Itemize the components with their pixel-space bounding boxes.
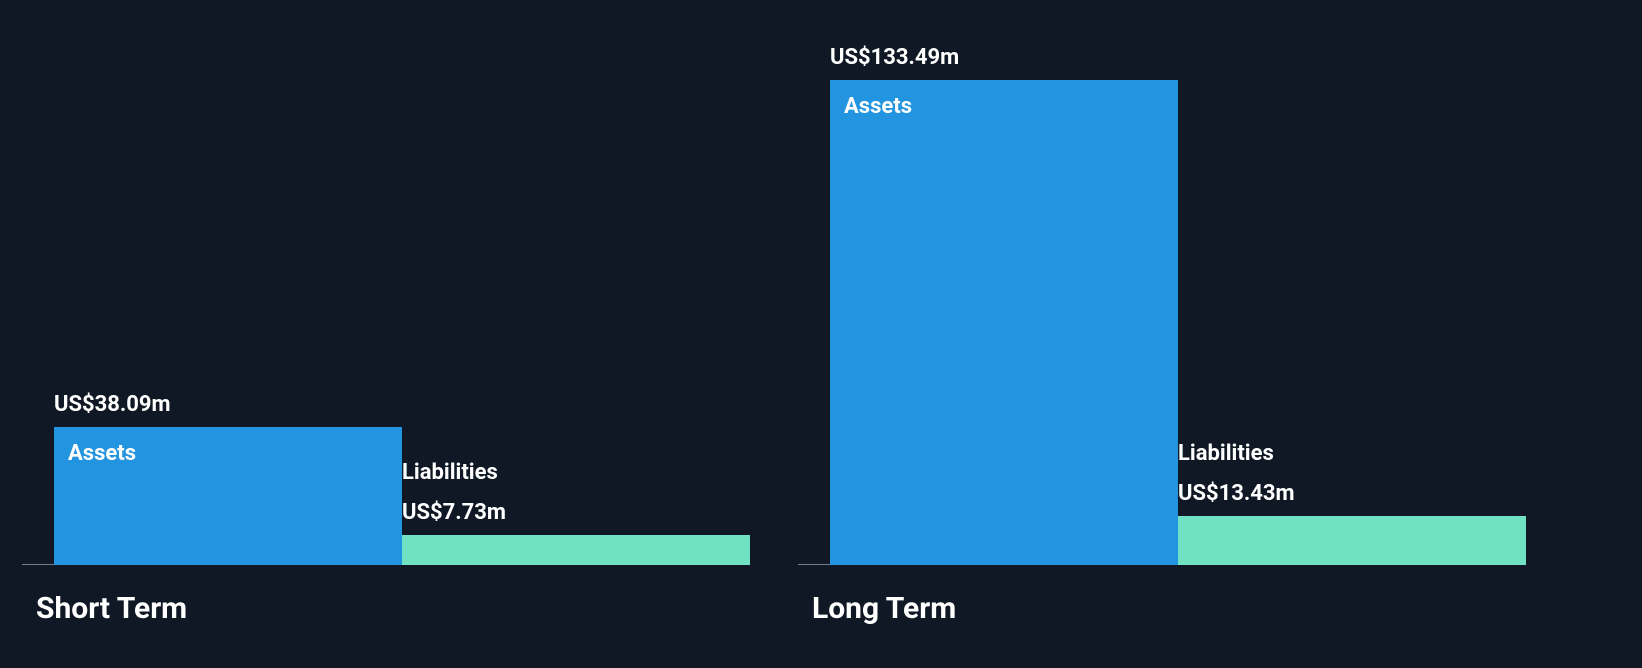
chart-area: US$38.09m Assets US$7.73m Liabilities — [36, 80, 750, 565]
value-label-liabilities: US$7.73m — [402, 500, 506, 525]
value-label-liabilities: US$13.43m — [1178, 481, 1295, 506]
panel-title-short-term: Short Term — [36, 591, 187, 626]
series-label-assets: Assets — [844, 94, 912, 119]
chart-area: US$133.49mAssetsUS$13.43mLiabilities — [812, 80, 1526, 565]
bar-long-term-liabilities — [1178, 516, 1526, 565]
value-label-assets: US$133.49m — [830, 45, 959, 70]
panel-title-long-term: Long Term — [812, 591, 956, 626]
series-label-liabilities: Liabilities — [1178, 441, 1274, 466]
financial-position-chart: US$38.09m Assets US$7.73m Liabilities Short … — [0, 0, 1642, 668]
series-label-liabilities: Liabilities — [402, 460, 498, 485]
bar-short-term-liabilities — [402, 535, 750, 565]
series-label-assets: Assets — [68, 441, 136, 466]
bar-long-term-assets — [830, 80, 1178, 565]
value-label-assets: US$38.09m — [54, 392, 171, 417]
